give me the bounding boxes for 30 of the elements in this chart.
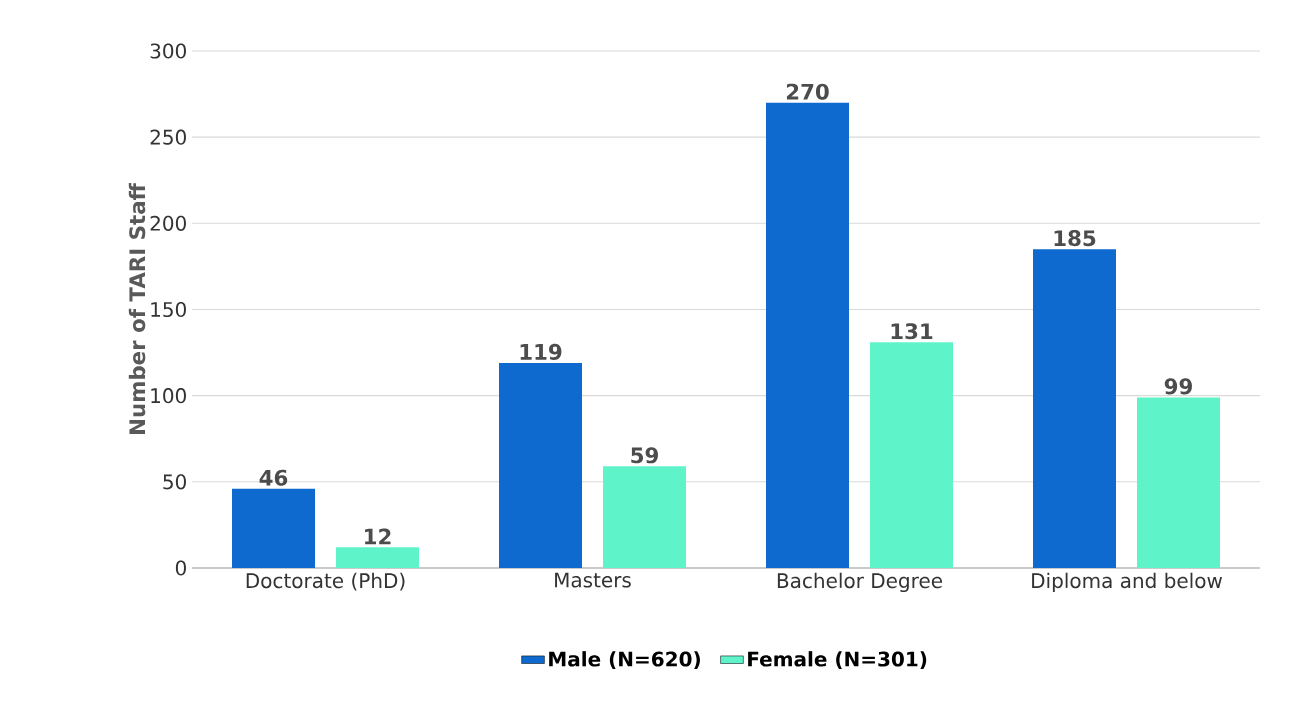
x-tick-label: Bachelor Degree (777, 572, 942, 593)
y-tick-label: 300 (150, 43, 186, 59)
legend-label: Male (N=620) (549, 651, 700, 669)
x-tick-label: Masters (555, 572, 631, 588)
y-tick-label: 0 (175, 560, 186, 576)
data-label: 131 (891, 323, 933, 340)
data-label: 119 (520, 343, 562, 360)
data-label: 270 (786, 83, 829, 100)
bar (870, 342, 953, 568)
y-tick-label: 150 (151, 301, 186, 318)
data-label: 46 (259, 469, 288, 486)
bar (603, 466, 686, 568)
bar (232, 488, 315, 568)
x-tick-label: Doctorate (PhD) (246, 572, 405, 591)
bar (1137, 397, 1220, 568)
y-tick-label: 200 (150, 215, 186, 231)
y-tick-label: 50 (163, 474, 186, 490)
data-label: 185 (1054, 230, 1096, 247)
data-label: 99 (1164, 378, 1192, 395)
x-tick-label: Diploma and below (1032, 572, 1223, 593)
legend-label: Female (N=301) (748, 651, 927, 669)
bar (766, 102, 849, 568)
data-label: 12 (365, 528, 391, 545)
y-tick-label: 100 (151, 388, 186, 404)
bar (499, 362, 582, 568)
bar (336, 547, 419, 568)
bar (1032, 249, 1116, 568)
data-label: 59 (631, 447, 658, 464)
y-axis-title: Number of TARI Staff (128, 182, 146, 434)
y-tick-label: 250 (150, 129, 186, 145)
